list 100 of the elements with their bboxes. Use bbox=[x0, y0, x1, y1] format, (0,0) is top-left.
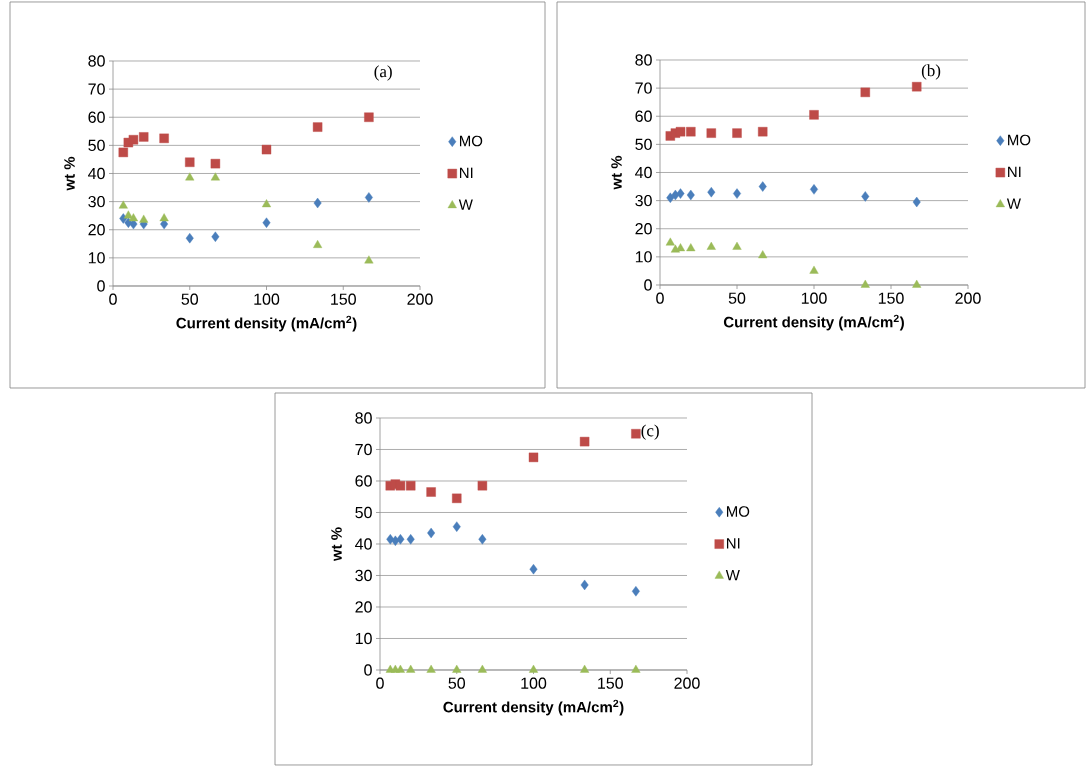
point bbox=[128, 213, 138, 222]
point bbox=[477, 481, 488, 491]
point bbox=[758, 127, 768, 137]
y-tick-label: 30 bbox=[88, 195, 105, 208]
point bbox=[406, 534, 415, 545]
point bbox=[426, 664, 436, 673]
point bbox=[912, 82, 922, 92]
point bbox=[313, 240, 323, 248]
point bbox=[529, 563, 538, 575]
x-tick-label: 0 bbox=[109, 293, 117, 305]
x-tick-label: 50 bbox=[448, 677, 466, 689]
y-axis-title: wt % bbox=[331, 527, 342, 562]
y-tick-label: 70 bbox=[635, 82, 652, 94]
point bbox=[580, 579, 589, 591]
x-axis-title: Current density (mA/cm$^{2}$) bbox=[723, 314, 904, 331]
point bbox=[580, 664, 590, 673]
point bbox=[912, 279, 922, 288]
y-tick-label: 30 bbox=[355, 569, 372, 582]
point bbox=[118, 200, 128, 209]
y-tick-label: 80 bbox=[635, 54, 652, 66]
point bbox=[395, 481, 406, 491]
point bbox=[427, 527, 436, 539]
x-tick-label: 150 bbox=[878, 292, 904, 304]
y-tick-label: 60 bbox=[88, 111, 105, 123]
x-tick-label: 0 bbox=[656, 292, 664, 304]
y-tick-label: 40 bbox=[88, 167, 105, 180]
y-tick-label: 70 bbox=[355, 443, 372, 456]
y-tick-label: 60 bbox=[635, 110, 652, 122]
point bbox=[706, 128, 716, 138]
point bbox=[312, 122, 323, 132]
point bbox=[676, 188, 685, 199]
chart-title: (a) bbox=[374, 65, 392, 81]
point bbox=[406, 481, 416, 491]
point bbox=[631, 429, 641, 439]
point bbox=[364, 192, 373, 203]
x-tick-label: 50 bbox=[728, 292, 746, 304]
point bbox=[364, 112, 374, 122]
legend-label: MO bbox=[1008, 134, 1031, 146]
chart-title: (b) bbox=[921, 64, 941, 80]
y-tick-label: 20 bbox=[355, 601, 372, 613]
y-tick-label: 70 bbox=[88, 83, 105, 95]
point bbox=[912, 196, 921, 208]
point bbox=[758, 181, 767, 192]
point bbox=[210, 158, 221, 169]
point bbox=[185, 232, 194, 244]
point bbox=[706, 241, 716, 250]
point bbox=[860, 279, 870, 288]
point bbox=[675, 127, 686, 137]
y-axis-title: wt % bbox=[64, 156, 75, 191]
y-tick-label: 0 bbox=[97, 280, 105, 292]
y-tick-label: 10 bbox=[635, 251, 652, 263]
x-tick-label: 200 bbox=[674, 677, 700, 689]
point bbox=[396, 534, 405, 545]
legend-label: W bbox=[1006, 198, 1021, 209]
chart-title: (c) bbox=[641, 424, 659, 440]
y-tick-label: 20 bbox=[635, 223, 652, 235]
point bbox=[631, 664, 641, 673]
point bbox=[364, 255, 374, 264]
point bbox=[861, 191, 870, 202]
y-tick-label: 10 bbox=[88, 252, 105, 264]
y-tick-label: 60 bbox=[355, 475, 372, 487]
legend-label: NI bbox=[1008, 166, 1021, 177]
point bbox=[452, 521, 461, 532]
point bbox=[426, 487, 436, 497]
y-tick-label: 0 bbox=[644, 279, 652, 291]
y-tick-label: 80 bbox=[355, 412, 372, 424]
point bbox=[139, 132, 149, 142]
point bbox=[313, 197, 322, 209]
x-tick-label: 200 bbox=[955, 292, 981, 304]
point bbox=[809, 265, 819, 274]
y-tick-label: 40 bbox=[355, 538, 372, 550]
x-tick-label: 100 bbox=[801, 292, 827, 304]
point bbox=[665, 237, 675, 246]
point bbox=[128, 135, 139, 145]
point bbox=[732, 241, 742, 250]
legend-label: NI bbox=[726, 538, 740, 549]
y-tick-label: 80 bbox=[88, 55, 105, 67]
point bbox=[477, 664, 487, 673]
point bbox=[758, 250, 768, 259]
legend-label: MO bbox=[459, 135, 483, 147]
legend-label: W bbox=[725, 569, 740, 581]
point bbox=[732, 128, 742, 138]
point bbox=[686, 243, 696, 252]
y-axis-title: wt % bbox=[611, 155, 622, 190]
x-tick-label: 100 bbox=[254, 293, 280, 305]
point bbox=[262, 217, 271, 228]
point bbox=[528, 664, 539, 673]
point bbox=[185, 172, 195, 181]
point bbox=[210, 172, 220, 181]
point bbox=[686, 127, 696, 137]
point bbox=[478, 534, 487, 545]
x-axis-title: Current density (mA/cm$^{2}$) bbox=[443, 699, 624, 716]
y-tick-label: 40 bbox=[635, 166, 652, 179]
point bbox=[261, 144, 272, 155]
point bbox=[707, 186, 716, 198]
point bbox=[666, 192, 675, 203]
legend-label: MO bbox=[726, 506, 750, 517]
x-tick-label: 150 bbox=[598, 677, 623, 689]
y-tick-label: 50 bbox=[355, 506, 372, 519]
point bbox=[261, 199, 272, 208]
